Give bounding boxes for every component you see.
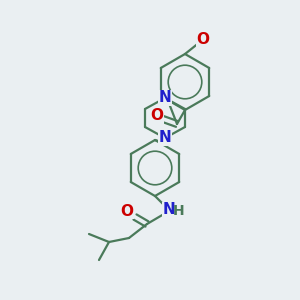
Text: H: H: [173, 204, 185, 218]
Text: N: N: [163, 202, 176, 217]
Text: N: N: [159, 130, 171, 146]
Text: O: O: [121, 203, 134, 218]
Text: O: O: [196, 32, 209, 46]
Text: O: O: [151, 109, 164, 124]
Text: N: N: [159, 91, 171, 106]
